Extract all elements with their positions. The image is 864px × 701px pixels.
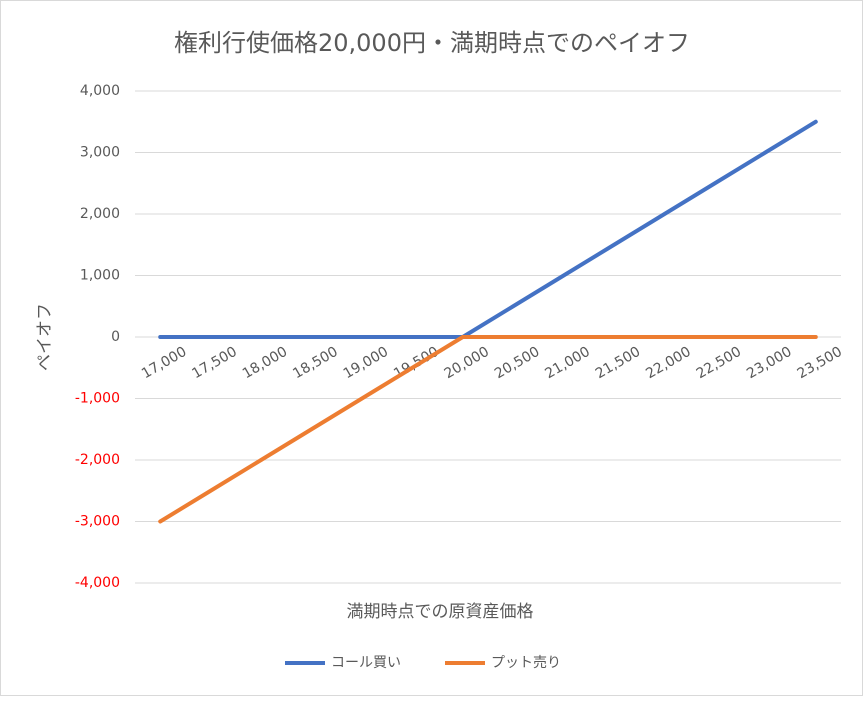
y-tick-label: -4,000 xyxy=(75,575,120,591)
y-tick-label: -1,000 xyxy=(75,391,120,407)
y-tick-label: 4,000 xyxy=(80,83,120,99)
y-tick-label: 3,000 xyxy=(80,145,120,161)
series-line xyxy=(158,335,818,524)
legend-label: プット売り xyxy=(491,655,561,671)
chart-title: 権利行使価格20,000円・満期時点でのペイオフ xyxy=(174,29,690,57)
legend-label: コール買い xyxy=(331,655,401,671)
y-axis-title: ペイオフ xyxy=(35,303,55,371)
y-tick-label: -3,000 xyxy=(75,514,120,530)
y-tick-label: 2,000 xyxy=(80,206,120,222)
y-tick-label: 0 xyxy=(111,329,120,345)
y-tick-label: -2,000 xyxy=(75,452,120,468)
y-tick-label: 1,000 xyxy=(80,268,120,284)
series-line xyxy=(158,119,818,339)
x-axis-title: 満期時点での原資産価格 xyxy=(347,602,534,622)
